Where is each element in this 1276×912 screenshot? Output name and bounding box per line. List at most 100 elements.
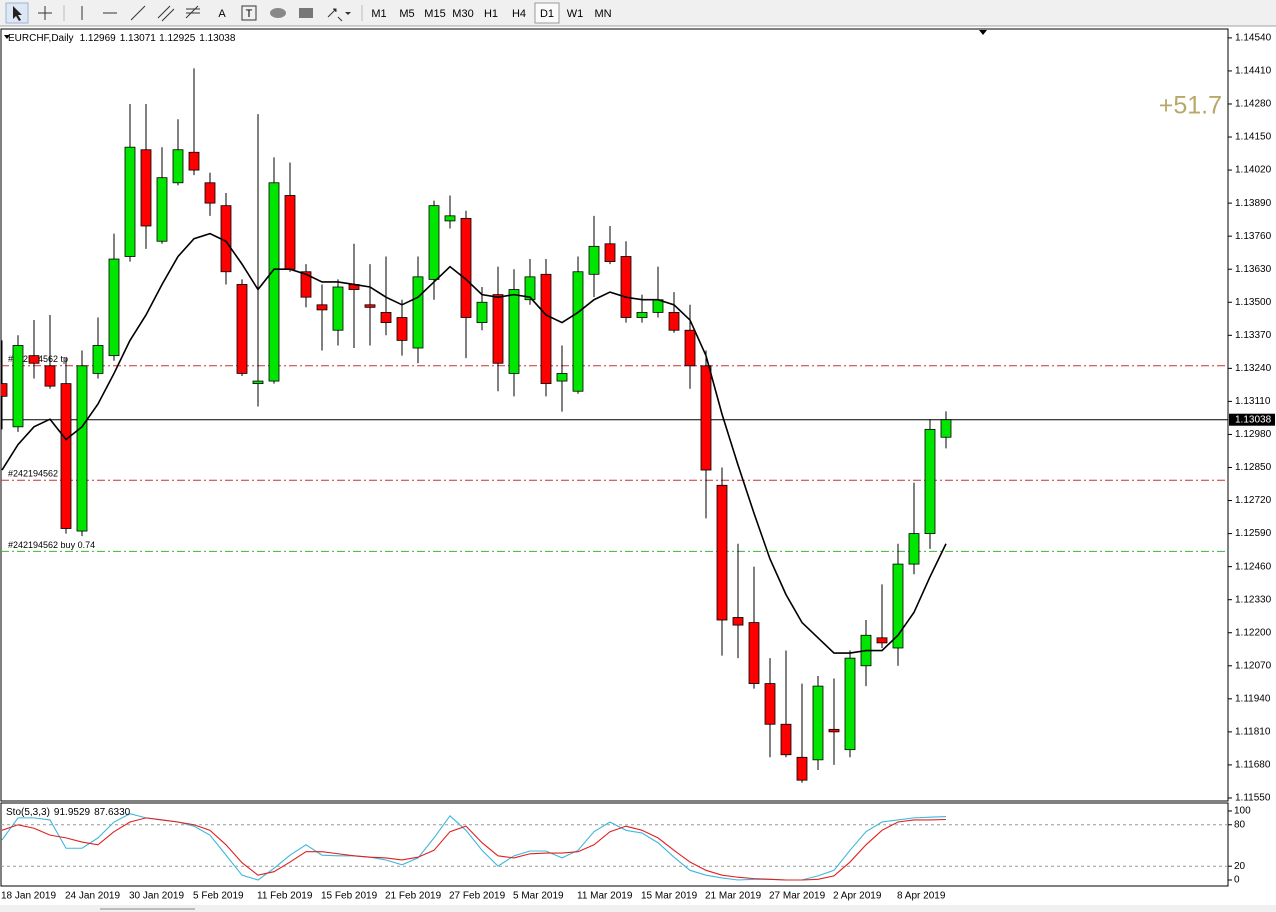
x-tick-label: 27 Feb 2019	[449, 891, 506, 902]
y-tick-label: 1.13500	[1235, 297, 1272, 308]
header-high: 1.13071	[120, 33, 157, 44]
candle-body	[364, 304, 376, 308]
candle-body	[460, 217, 472, 318]
candle-body	[332, 286, 344, 331]
x-tick-label: 5 Feb 2019	[193, 891, 244, 902]
chart-header: EURCHF,Daily 1.12969 1.13071 1.12925 1.13038	[8, 33, 236, 44]
candle-body	[92, 345, 104, 374]
candle-body	[556, 373, 568, 382]
timeframe-button[interactable]: M1	[371, 8, 386, 20]
stochastic-line	[1, 817, 947, 881]
y-tick-label: 1.12200	[1235, 627, 1272, 638]
candle-body	[412, 276, 424, 349]
candle-body	[588, 245, 600, 275]
candle-body	[476, 301, 488, 323]
x-tick-label: 30 Jan 2019	[129, 891, 184, 902]
candle-body	[524, 276, 536, 301]
candle-body	[444, 215, 456, 222]
candle-body	[636, 312, 648, 318]
cursor-icon	[13, 6, 22, 21]
candle-body	[428, 205, 440, 280]
candle-body	[1, 383, 8, 397]
timeframe-button[interactable]: H1	[484, 8, 498, 20]
arrow-tool[interactable]	[327, 8, 343, 22]
rect-tool[interactable]	[299, 8, 313, 18]
y-tick-label: 1.11550	[1235, 793, 1271, 804]
scrollbar	[0, 905, 1276, 912]
candle-body	[156, 177, 168, 242]
x-tick-label: 15 Mar 2019	[641, 891, 698, 902]
candle-body	[396, 317, 408, 341]
timeframe-button[interactable]: MN	[594, 8, 611, 20]
candle-body	[252, 380, 264, 385]
y-tick-label: 1.13890	[1235, 198, 1272, 209]
timeframe-button[interactable]: W1	[567, 8, 584, 20]
candle-body	[44, 365, 56, 387]
candle-body	[844, 657, 856, 751]
x-tick-label: 15 Feb 2019	[321, 891, 378, 902]
profit-annotation: +51.7	[1159, 92, 1222, 120]
candle-body	[828, 728, 840, 733]
crosshair-tool[interactable]	[38, 6, 52, 20]
candle-body	[700, 365, 712, 471]
timeframe-button[interactable]: M15	[424, 8, 445, 20]
candle-body	[572, 271, 584, 392]
timeframe-button[interactable]: H4	[512, 8, 526, 20]
x-tick-label: 27 Mar 2019	[769, 891, 826, 902]
header-close: 1.13038	[199, 33, 236, 44]
y-tick-label: 1.14150	[1235, 132, 1272, 143]
fibo-tool[interactable]	[185, 5, 200, 19]
candle-body	[748, 622, 760, 684]
y-tick-label: 1.12330	[1235, 594, 1272, 605]
plot: #242194562 tp#242194562#242194562 buy 0.…	[1, 68, 1228, 783]
candle-body	[732, 617, 744, 626]
timeframe-button[interactable]: M5	[399, 8, 414, 20]
label-tool[interactable]: T	[246, 8, 253, 20]
main-pane	[0, 28, 1229, 802]
header-low: 1.12925	[159, 33, 196, 44]
candle-body	[204, 182, 216, 204]
moving-average	[1, 232, 947, 654]
y-tick-label: 20	[1234, 861, 1246, 872]
y-tick-label: 1.13370	[1235, 330, 1272, 341]
candle-body	[108, 258, 120, 357]
candle-body	[940, 419, 952, 438]
text-tool[interactable]: A	[218, 8, 226, 20]
candle-body	[316, 304, 328, 311]
bid-box	[1229, 413, 1275, 426]
timeframe-button[interactable]: M30	[452, 8, 473, 20]
y-tick-label: 1.12720	[1235, 495, 1272, 506]
y-tick-label: 1.13240	[1235, 363, 1272, 374]
shift-marker	[979, 30, 987, 35]
y-tick-label: 1.14540	[1235, 33, 1272, 44]
candle-body	[620, 256, 632, 318]
candle-body	[140, 149, 152, 227]
y-tick-label: 80	[1234, 819, 1246, 830]
trendline-tool[interactable]	[130, 5, 146, 21]
ellipse-tool[interactable]	[270, 8, 286, 18]
candle-body	[124, 146, 136, 257]
timeframe-button[interactable]: D1	[540, 8, 554, 20]
axes: 1.14540 1.14410 1.14280 1.14150 1.14020 1.138…	[1, 33, 1275, 902]
y-tick-label: 1.12460	[1235, 561, 1272, 572]
y-tick-label: 1.11940	[1235, 693, 1271, 704]
indicator-main: 91.9529	[54, 807, 91, 818]
y-tick-label: 1.11810	[1235, 727, 1271, 738]
header-open: 1.12969	[80, 33, 117, 44]
candle-body	[668, 312, 680, 331]
candle-body	[28, 355, 40, 364]
candle-body	[236, 284, 248, 374]
x-tick-label: 11 Mar 2019	[577, 891, 633, 902]
candle-body	[684, 329, 696, 367]
label-tool-frame	[241, 5, 257, 21]
y-tick-label: 0	[1234, 875, 1240, 886]
x-tick-label: 24 Jan 2019	[65, 891, 120, 902]
y-tick-label: 1.14020	[1235, 165, 1272, 176]
x-tick-label: 21 Feb 2019	[385, 891, 442, 902]
candle-body	[908, 533, 920, 565]
y-tick-label: 1.14280	[1235, 99, 1272, 110]
dropdown[interactable]	[345, 12, 351, 15]
order-label: #242194562	[8, 469, 58, 479]
x-tick-label: 21 Mar 2019	[705, 891, 762, 902]
channel-tool[interactable]	[157, 5, 175, 22]
